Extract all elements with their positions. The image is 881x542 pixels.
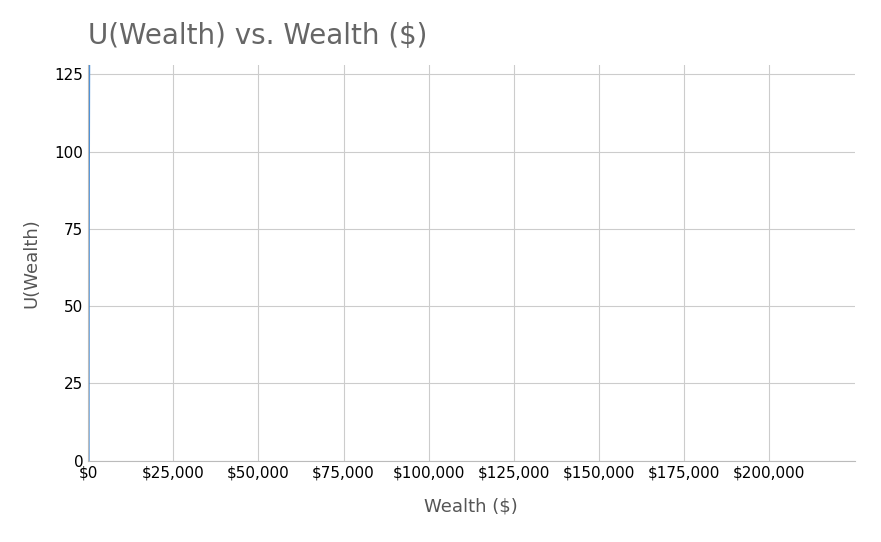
Text: U(Wealth) vs. Wealth ($): U(Wealth) vs. Wealth ($) <box>88 22 427 50</box>
Y-axis label: U(Wealth): U(Wealth) <box>23 218 41 308</box>
X-axis label: Wealth ($): Wealth ($) <box>425 497 518 515</box>
